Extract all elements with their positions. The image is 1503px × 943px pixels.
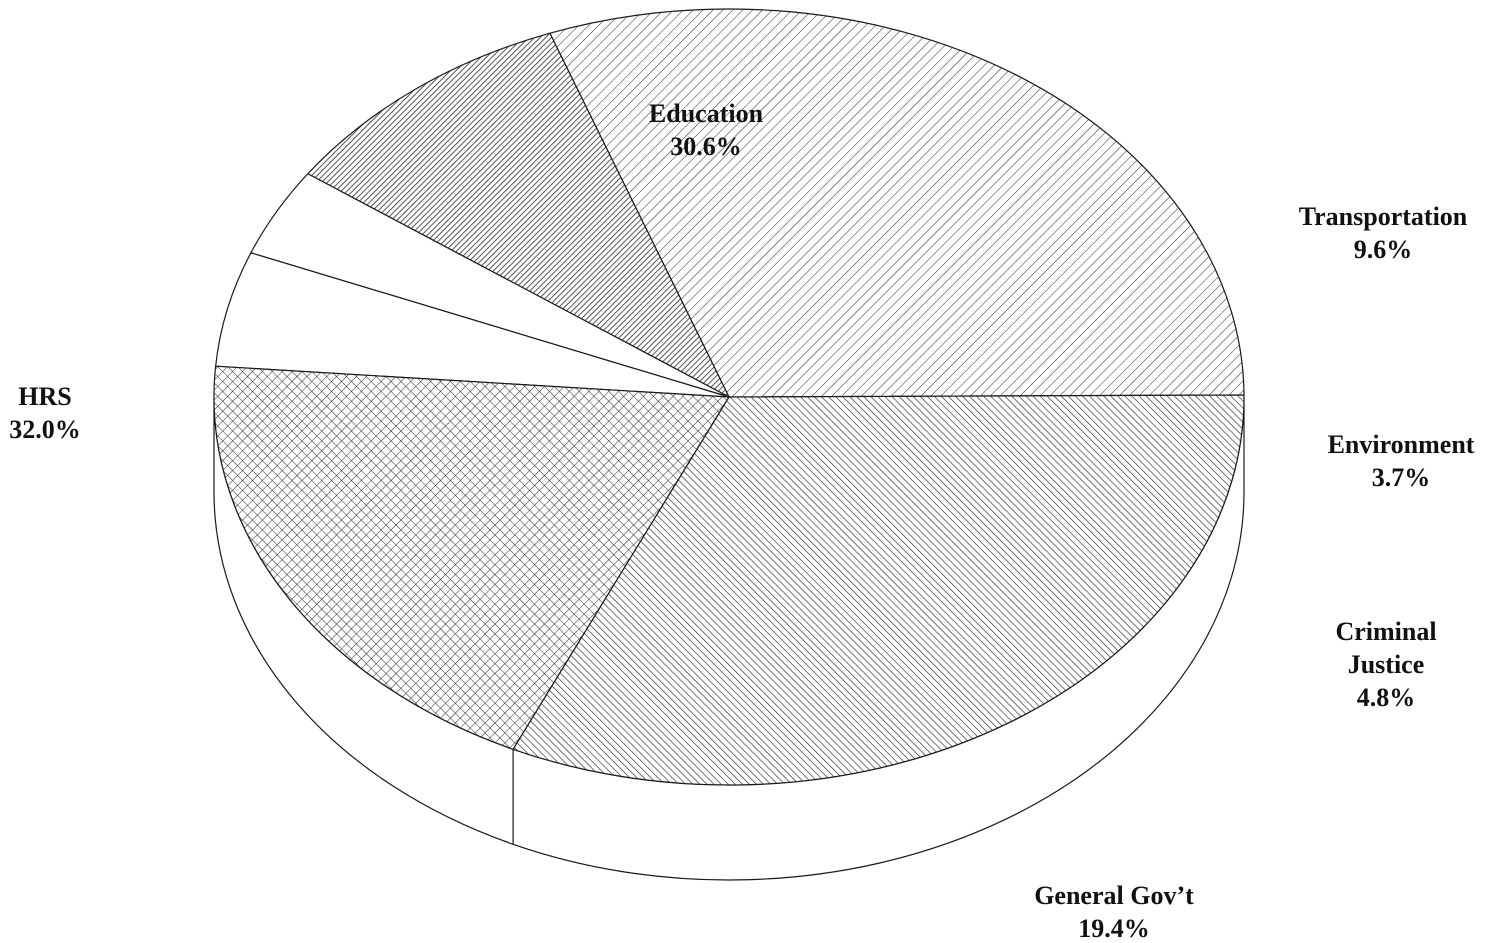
slice-value-hrs: 32.0% [9, 415, 81, 444]
slice-education [549, 8, 1245, 398]
slice-label-general-gov-t: General Gov’t 19.4% [1034, 881, 1194, 943]
slice-label-education: Education 30.6% [649, 99, 764, 161]
slice-hrs [512, 394, 1245, 786]
slice-name-criminal-justice: Criminal [1335, 617, 1436, 646]
slice-labels: Education 30.6% Transportation 9.6% Environm… [9, 99, 1475, 943]
slice-label-environment: Environment 3.7% [1328, 430, 1475, 492]
slice-value-criminal-justice: 4.8% [1357, 683, 1416, 712]
slice-value-general-gov-t: 19.4% [1078, 914, 1150, 943]
slice-name-hrs: HRS [18, 382, 71, 411]
slice-name-criminal-justice: Justice [1348, 650, 1425, 679]
slice-general-gov-t [213, 365, 730, 750]
slice-name-environment: Environment [1328, 430, 1475, 459]
slice-label-transportation: Transportation 9.6% [1299, 202, 1468, 264]
slice-name-education: Education [649, 99, 764, 128]
slice-value-education: 30.6% [670, 132, 742, 161]
slice-value-transportation: 9.6% [1354, 235, 1413, 264]
slice-transportation [307, 32, 730, 398]
slice-label-hrs: HRS 32.0% [9, 382, 81, 444]
pie-slices [213, 8, 1245, 786]
slice-criminal-justice [215, 252, 730, 398]
slice-name-transportation: Transportation [1299, 202, 1468, 231]
slice-label-criminal-justice: Criminal Justice 4.8% [1335, 617, 1436, 712]
slice-name-general-gov-t: General Gov’t [1034, 881, 1194, 910]
slice-value-environment: 3.7% [1372, 463, 1431, 492]
